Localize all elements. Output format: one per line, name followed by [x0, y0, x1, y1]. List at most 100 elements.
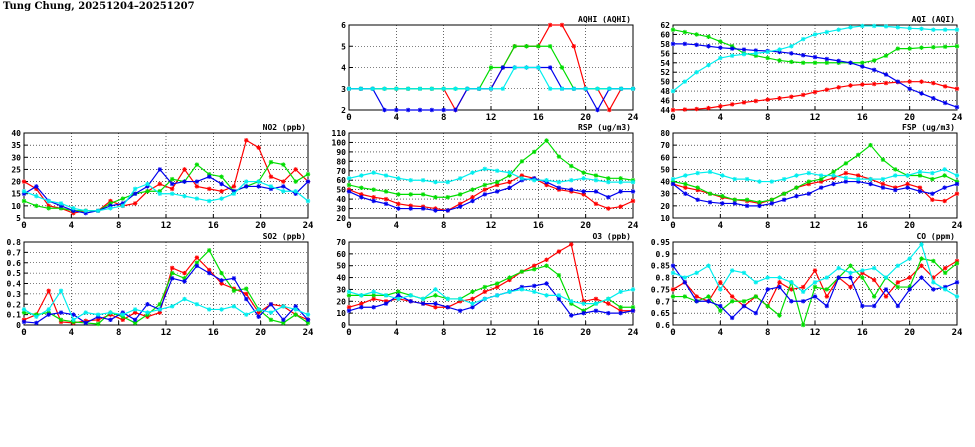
chart-title: FSP (ug/m3) [902, 123, 955, 132]
data-point [694, 299, 699, 304]
data-point [753, 98, 759, 104]
x-tick-label: 8 [441, 113, 446, 123]
data-point [268, 310, 274, 315]
red-series [21, 138, 311, 216]
data-point [860, 64, 865, 69]
data-point [305, 198, 311, 204]
data-point [942, 198, 947, 204]
data-point [670, 27, 676, 32]
data-point [219, 307, 224, 312]
data-point [305, 172, 311, 177]
data-point [169, 276, 175, 281]
x-tick-label: 20 [904, 113, 915, 123]
data-point [706, 44, 711, 49]
data-point [494, 293, 500, 298]
data-point [683, 173, 688, 178]
data-point [556, 154, 562, 159]
data-point [630, 86, 636, 91]
data-point [919, 256, 924, 261]
data-point [729, 53, 735, 58]
data-point [954, 173, 960, 178]
data-point [207, 198, 212, 204]
data-point [34, 320, 39, 326]
data-point [145, 181, 150, 187]
data-point [441, 107, 446, 113]
data-point [433, 287, 438, 292]
x-tick-label: 16 [857, 221, 868, 231]
blue-series [670, 179, 960, 209]
chart-title: AQI (AQI) [912, 15, 955, 24]
data-point [256, 184, 261, 189]
chart-6: 0 4 8 12 16 20 24 10 20 30 40 50 60 70 80 FSP (ug/m3) [660, 123, 963, 231]
data-point [836, 275, 841, 280]
data-point [954, 191, 960, 196]
data-point [930, 170, 935, 176]
data-point [741, 299, 747, 304]
data-point [494, 168, 500, 173]
data-point [718, 55, 723, 61]
data-point [812, 54, 818, 60]
data-point [812, 280, 818, 285]
data-point [694, 270, 699, 276]
data-point [445, 296, 450, 302]
data-point [606, 206, 611, 211]
data-point [346, 182, 352, 188]
data-point [169, 304, 175, 309]
data-point [120, 312, 125, 317]
data-point [606, 296, 611, 302]
data-point [482, 182, 488, 188]
x-tick-label: 4 [718, 113, 724, 123]
data-point [880, 157, 886, 162]
y-tick-label: 0.3 [7, 290, 22, 299]
data-point [396, 192, 401, 197]
data-point [194, 196, 200, 201]
data-point [457, 192, 463, 197]
data-point [682, 79, 688, 84]
cyan-series [21, 179, 311, 213]
data-point [683, 191, 688, 196]
x-tick-label: 0 [670, 113, 675, 123]
data-point [219, 189, 224, 194]
data-point [470, 187, 475, 192]
data-point [544, 263, 549, 268]
data-point [593, 189, 599, 194]
data-point [383, 196, 389, 202]
chart-title: O3 (ppb) [592, 232, 631, 241]
data-point [34, 184, 39, 189]
data-point [405, 86, 411, 91]
data-point [777, 280, 782, 285]
data-point [718, 280, 723, 285]
data-point [670, 294, 676, 299]
data-point [905, 173, 910, 178]
data-point [507, 179, 512, 185]
chart-title: SO2 (ppb) [263, 232, 306, 241]
y-tick-label: 10 [660, 214, 670, 223]
x-tick-label: 20 [255, 221, 266, 231]
data-point [244, 312, 249, 317]
data-point [95, 208, 101, 213]
data-point [860, 60, 865, 65]
data-point [559, 86, 565, 91]
data-point [453, 107, 458, 113]
y-tick-label: 60 [660, 153, 670, 162]
data-point [394, 86, 399, 91]
data-point [157, 310, 163, 315]
data-point [231, 288, 237, 293]
data-point [883, 275, 889, 280]
data-point [593, 201, 599, 207]
data-point [556, 293, 562, 298]
data-point [593, 296, 599, 302]
data-point [718, 104, 723, 109]
data-point [194, 184, 200, 189]
data-point [219, 278, 224, 283]
data-point [207, 307, 212, 312]
data-point [281, 162, 286, 167]
y-tick-label: 58 [660, 40, 670, 49]
data-point [871, 265, 877, 271]
data-point [856, 176, 861, 182]
data-point [871, 277, 877, 283]
data-point [417, 86, 423, 91]
data-point [441, 86, 446, 91]
data-point [157, 181, 163, 187]
x-tick-label: 24 [952, 113, 963, 123]
